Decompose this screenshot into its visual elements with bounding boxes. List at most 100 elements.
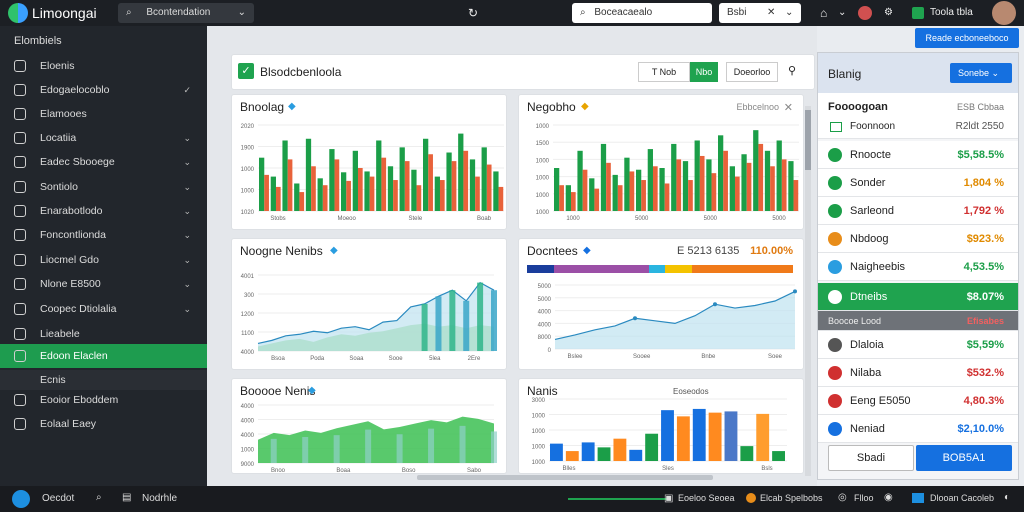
bar: [581, 442, 595, 461]
chevron-down-icon[interactable]: ⌄: [183, 230, 191, 240]
chevron-down-icon[interactable]: ⌄: [183, 157, 191, 167]
address-field[interactable]: ⌕ Boceacaealo: [572, 3, 712, 23]
app-icon-3[interactable]: ◎: [838, 492, 847, 503]
refresh-icon[interactable]: ↻: [468, 6, 479, 20]
x-tick-label: 5lea: [429, 356, 441, 362]
app-icon-4[interactable]: ◉: [884, 492, 893, 503]
right-list-row[interactable]: Dtneibs $8.07%: [818, 283, 1018, 311]
main-area: ✓ Blsodcbenloola T Nob Nbo Doeorloo ⚲ Bn…: [207, 26, 817, 486]
start-icon[interactable]: [12, 490, 30, 508]
search-label[interactable]: Nodrhle: [142, 493, 178, 504]
y-tick-label: 1000: [536, 210, 550, 216]
right-list-row[interactable]: Nbdoog $923.%: [818, 225, 1018, 253]
home-icon[interactable]: ⌂: [820, 6, 828, 20]
sidebar-item-label: Eadec Sbooege: [40, 156, 115, 168]
search-icon[interactable]: ⌕: [96, 492, 102, 503]
chevron-down-icon[interactable]: ✓: [183, 85, 191, 95]
right-list-row[interactable]: Rnoocte $5,58.5%: [818, 141, 1018, 169]
bar: [458, 133, 464, 211]
app-icon-5[interactable]: [912, 493, 924, 503]
y-tick-label: 1000: [532, 445, 546, 451]
bottom-right-button[interactable]: BOB5A1: [916, 445, 1012, 471]
taskbar-item-3[interactable]: Flloo: [854, 493, 874, 503]
header-button-2[interactable]: Nbo: [690, 62, 718, 82]
right-list-row[interactable]: Eeng E5050 4,80.3%: [818, 387, 1018, 415]
chevron-down-icon[interactable]: ⌄: [183, 182, 191, 192]
sidebar-item[interactable]: Foncontlionda ⌄: [0, 223, 207, 247]
chevron-down-icon[interactable]: ⌄: [183, 279, 191, 289]
bar: [275, 186, 281, 211]
sidebar-item[interactable]: Eolaal Eaey: [0, 412, 207, 436]
taskbar-item-4[interactable]: Dlooan Cacoleb: [930, 493, 995, 503]
header-button-1[interactable]: T Nob: [638, 62, 690, 82]
y-tick-label: 4000: [241, 404, 255, 410]
section-label: Foooogoan: [828, 101, 888, 113]
chevron-down-icon[interactable]: ⌄: [838, 7, 847, 18]
bar: [559, 185, 564, 211]
chevron-down-icon[interactable]: ⌄: [183, 304, 191, 314]
area-fill: [555, 291, 795, 349]
bottom-left-button[interactable]: Sbadi: [828, 445, 914, 471]
sidebar-item[interactable]: Elamooes: [0, 102, 207, 126]
chevron-down-icon[interactable]: ⌄: [183, 206, 191, 216]
x-tick-label: Soaa: [349, 356, 364, 362]
sidebar-item[interactable]: Edoon Elaclen: [0, 344, 207, 368]
settings-icon[interactable]: ⚙: [884, 7, 893, 18]
right-list-row[interactable]: Neniad $2,10.0%: [818, 415, 1018, 443]
row-status-icon: [828, 290, 842, 304]
top-action-button[interactable]: Reade ecboneeboco: [915, 28, 1019, 48]
sidebar-item[interactable]: Lieabele: [0, 322, 207, 346]
right-list-row[interactable]: Dlaloia $5,59%: [818, 331, 1018, 359]
row-label: Naigheebis: [850, 261, 906, 273]
right-list-row[interactable]: Sonder 1,804 %: [818, 169, 1018, 197]
column-label: Foonnoon: [850, 121, 896, 132]
user-label[interactable]: Toola tbla: [930, 7, 973, 18]
chevron-down-icon[interactable]: ⌄: [785, 7, 794, 18]
app-icon-1[interactable]: ▣: [664, 493, 674, 504]
row-value: $532.%: [966, 367, 1004, 379]
sidebar-item[interactable]: Edogaelocoblo ✓: [0, 78, 207, 102]
top-bar: Limoongai ⌕ Bcontendation ⌄ ↻ ⌕ Boceacae…: [0, 0, 1024, 26]
right-list-row[interactable]: Nilaba $532.%: [818, 359, 1018, 387]
x-tick-label: Bsls: [761, 466, 772, 472]
sidebar-item[interactable]: Eadec Sbooege ⌄: [0, 150, 207, 174]
strip-seg-3: [649, 265, 666, 273]
sidebar-item[interactable]: Eloenis: [0, 54, 207, 78]
right-list-row[interactable]: Sarleond 1,792 %: [818, 197, 1018, 225]
bar: [645, 433, 659, 461]
notification-icon[interactable]: ◐: [1004, 492, 1011, 503]
avatar[interactable]: [992, 1, 1016, 25]
app-search-box[interactable]: ⌕ Bcontendation ⌄: [118, 3, 254, 23]
sidebar-item[interactable]: Eooior Eboddem: [0, 388, 207, 412]
scroll-thumb[interactable]: [805, 110, 811, 170]
sidebar-item[interactable]: Ecnis: [0, 370, 207, 390]
chevron-down-icon[interactable]: ⌄: [183, 255, 191, 265]
right-panel: Blanig Sonebe ⌄ Foooogoan ESB Cbbaa Foon…: [817, 52, 1019, 480]
start-label[interactable]: Oecdot: [42, 493, 75, 504]
taskbar-item-2[interactable]: Elcab Spelbobs: [760, 493, 823, 503]
sidebar-item[interactable]: Coopec Dtiolalia ⌄: [0, 297, 207, 321]
bar: [647, 149, 653, 211]
vertical-scrollbar[interactable]: [805, 106, 811, 476]
close-icon[interactable]: ✕: [783, 102, 793, 114]
sidebar-item[interactable]: Enarabotlodo ⌄: [0, 199, 207, 223]
right-list-row[interactable]: Naigheebis 4,53.5%: [818, 253, 1018, 281]
filter-box[interactable]: Bsbi ✕ ⌄: [719, 3, 801, 23]
horizontal-scrollbar[interactable]: [417, 475, 713, 480]
sidebar-item[interactable]: Nlone E8500 ⌄: [0, 272, 207, 296]
sidebar-item[interactable]: Liocmel Gdo ⌄: [0, 248, 207, 272]
y-tick-label: 9000: [241, 462, 255, 468]
menu-icon[interactable]: ▤: [122, 492, 132, 503]
sidebar-item[interactable]: Locatiia ⌄: [0, 126, 207, 150]
right-panel-dropdown[interactable]: Sonebe ⌄: [950, 63, 1012, 83]
user-icon[interactable]: ⚲: [788, 65, 797, 77]
chevron-down-icon[interactable]: ⌄: [183, 133, 191, 143]
y-tick-label: 1500: [536, 141, 550, 147]
globe-icon[interactable]: [858, 6, 872, 20]
app-icon-2[interactable]: [746, 493, 756, 503]
sidebar-item[interactable]: Sontiolo ⌄: [0, 175, 207, 199]
bar: [352, 150, 358, 211]
header-button-3[interactable]: Doeorloo: [726, 62, 778, 82]
close-icon[interactable]: ✕: [767, 7, 776, 18]
taskbar-item-1[interactable]: Eoeloo Seoea: [678, 493, 735, 503]
